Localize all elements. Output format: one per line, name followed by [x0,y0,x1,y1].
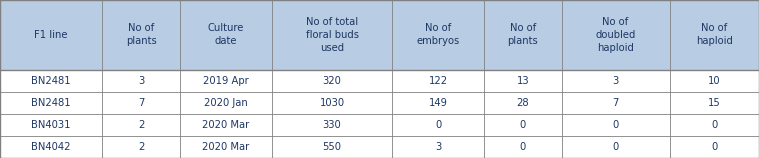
Text: Culture
date: Culture date [208,23,244,46]
Text: BN2481: BN2481 [31,76,71,86]
Text: 0: 0 [520,142,526,152]
Text: 2: 2 [138,120,144,130]
Text: 0: 0 [613,142,619,152]
Text: 2019 Apr: 2019 Apr [203,76,249,86]
Text: No of
haploid: No of haploid [696,23,732,46]
Text: 15: 15 [708,98,720,108]
Bar [0,70,759,92]
Text: 149: 149 [429,98,448,108]
Text: 0: 0 [711,120,717,130]
Text: 0: 0 [711,142,717,152]
Text: 3: 3 [138,76,144,86]
Text: 320: 320 [323,76,342,86]
Bar [0,0,759,70]
Text: 2020 Jan: 2020 Jan [204,98,247,108]
Text: 13: 13 [517,76,529,86]
Text: 550: 550 [323,142,342,152]
Text: F1 line: F1 line [34,30,68,40]
Bar [0,136,759,158]
Text: 2020 Mar: 2020 Mar [202,142,250,152]
Text: 2020 Mar: 2020 Mar [202,120,250,130]
Text: 0: 0 [613,120,619,130]
Text: No of
doubled
haploid: No of doubled haploid [595,17,636,53]
Text: 0: 0 [435,120,442,130]
Text: BN4042: BN4042 [31,142,71,152]
Text: 1030: 1030 [320,98,345,108]
Text: No of
plants: No of plants [126,23,156,46]
Text: 2: 2 [138,142,144,152]
Text: 122: 122 [429,76,448,86]
Text: 330: 330 [323,120,342,130]
Text: BN4031: BN4031 [31,120,71,130]
Text: 0: 0 [520,120,526,130]
Text: No of total
floral buds
used: No of total floral buds used [306,17,358,53]
Text: 28: 28 [517,98,529,108]
Text: 7: 7 [138,98,144,108]
Text: 10: 10 [708,76,720,86]
Text: 7: 7 [613,98,619,108]
Bar [0,92,759,114]
Text: No of
plants: No of plants [508,23,538,46]
Text: 3: 3 [613,76,619,86]
Text: 3: 3 [435,142,442,152]
Bar [0,114,759,136]
Text: No of
embryos: No of embryos [417,23,460,46]
Text: BN2481: BN2481 [31,98,71,108]
